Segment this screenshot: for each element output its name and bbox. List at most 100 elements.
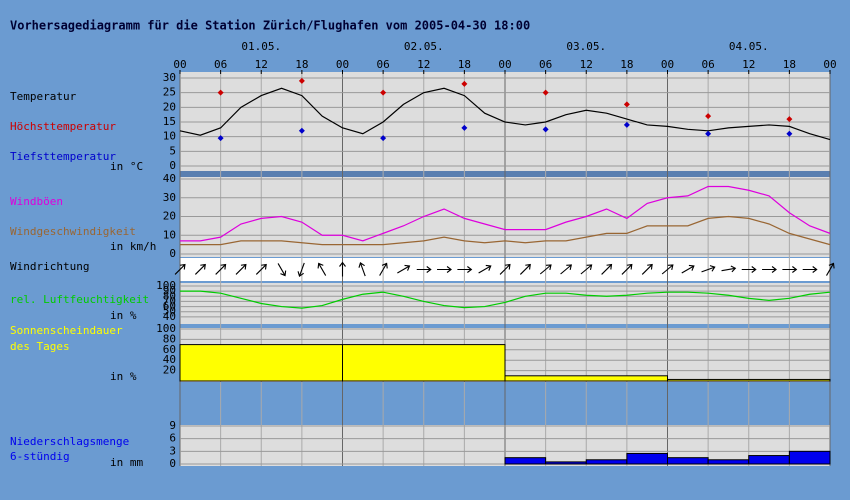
time-tick-label: 06 xyxy=(539,58,552,71)
y-tick-label: 90 xyxy=(163,284,176,297)
unit-label: in °C xyxy=(110,160,143,173)
y-tick-label: 0 xyxy=(169,159,176,172)
point-marker xyxy=(461,80,468,87)
time-tick-label: 18 xyxy=(620,58,633,71)
point-marker xyxy=(786,116,793,123)
time-tick-label: 06 xyxy=(377,58,390,71)
bar xyxy=(788,450,831,465)
wind-arrow xyxy=(762,266,777,273)
y-tick-label: 50 xyxy=(163,305,176,318)
wind-arrow xyxy=(255,263,267,275)
bar xyxy=(504,375,668,382)
wind-arrow xyxy=(701,265,716,273)
time-tick-label: 12 xyxy=(417,58,430,71)
wind-arrow xyxy=(437,266,452,273)
page-title: Vorhersagediagramm für die Station Züric… xyxy=(10,19,530,33)
point-marker xyxy=(380,89,387,96)
wind-arrow xyxy=(339,261,346,277)
point-marker xyxy=(623,101,630,108)
day-label: 02.05. xyxy=(404,40,444,53)
wind-arrow xyxy=(358,262,366,277)
y-tick-label: 9 xyxy=(169,419,176,432)
series-label: Höchsttemperatur xyxy=(10,120,116,133)
unit-label: in mm xyxy=(110,456,143,469)
point-marker xyxy=(705,130,712,137)
bar xyxy=(707,459,750,465)
unit-label: in % xyxy=(110,309,137,322)
wind-arrow xyxy=(641,263,653,275)
wind-arrow xyxy=(317,262,327,276)
bar xyxy=(179,344,343,382)
y-tick-label: 15 xyxy=(163,115,176,128)
series-label: rel. Luftfeuchtigkeit xyxy=(10,293,149,306)
series-line xyxy=(179,87,831,141)
y-tick-label: 0 xyxy=(169,247,176,260)
point-marker xyxy=(217,135,224,142)
wind-arrow xyxy=(277,263,287,277)
time-tick-label: 18 xyxy=(295,58,308,71)
bar xyxy=(545,461,587,465)
unit-label: in % xyxy=(110,370,137,383)
series-line xyxy=(180,215,831,246)
series-line xyxy=(180,290,831,309)
point-marker xyxy=(542,89,549,96)
y-tick-label: 40 xyxy=(163,172,176,185)
y-tick-label: 60 xyxy=(163,300,176,313)
point-marker xyxy=(786,130,793,137)
y-tick-label: 80 xyxy=(163,332,176,345)
point-marker xyxy=(542,126,549,133)
y-tick-label: 30 xyxy=(163,71,176,84)
bar xyxy=(626,452,668,465)
wind-arrow xyxy=(782,266,798,273)
day-label: 03.05. xyxy=(566,40,606,53)
y-tick-label: 70 xyxy=(163,294,176,307)
time-tick-label: 00 xyxy=(336,58,349,71)
bar xyxy=(667,457,709,465)
wind-arrow xyxy=(397,264,411,274)
wind-arrow xyxy=(499,263,511,275)
time-tick-label: 06 xyxy=(702,58,715,71)
series-label: Windböen xyxy=(10,195,63,208)
time-tick-label: 00 xyxy=(498,58,511,71)
time-tick-label: 06 xyxy=(214,58,227,71)
point-marker xyxy=(380,135,387,142)
wind-arrow xyxy=(621,263,633,275)
bar xyxy=(667,378,831,382)
y-tick-label: 20 xyxy=(163,100,176,113)
bar xyxy=(342,344,506,382)
point-marker xyxy=(705,113,712,120)
point-marker xyxy=(623,121,630,128)
wind-arrow xyxy=(379,262,388,276)
time-tick-label: 00 xyxy=(661,58,674,71)
y-tick-label: 5 xyxy=(169,144,176,157)
y-tick-label: 60 xyxy=(163,343,176,356)
series-label: Niederschlagsmenge xyxy=(10,435,129,448)
y-tick-label: 100 xyxy=(156,279,176,292)
point-marker xyxy=(217,89,224,96)
wind-arrow xyxy=(539,264,552,275)
wind-arrow xyxy=(661,264,674,275)
y-tick-label: 20 xyxy=(163,210,176,223)
y-tick-label: 80 xyxy=(163,289,176,302)
series-label: Tiefsttemperatur xyxy=(10,150,116,163)
bar xyxy=(748,455,790,465)
time-tick-label: 18 xyxy=(458,58,471,71)
time-tick-label: 00 xyxy=(823,58,836,71)
wind-arrow xyxy=(826,262,835,276)
wind-arrow xyxy=(215,263,227,275)
time-tick-label: 12 xyxy=(580,58,593,71)
wind-arrow xyxy=(235,263,247,275)
time-tick-label: 18 xyxy=(783,58,796,71)
wind-arrow xyxy=(174,263,186,275)
day-label: 04.05. xyxy=(729,40,769,53)
series-label: Sonnenscheindauer xyxy=(10,324,123,337)
series-line xyxy=(180,185,831,242)
y-tick-label: 6 xyxy=(169,432,176,445)
y-tick-label: 25 xyxy=(163,86,176,99)
point-marker xyxy=(461,124,468,131)
y-tick-label: 40 xyxy=(163,310,176,323)
point-marker xyxy=(298,77,305,84)
series-label: Temperatur xyxy=(10,90,77,103)
wind-arrow xyxy=(560,264,573,275)
